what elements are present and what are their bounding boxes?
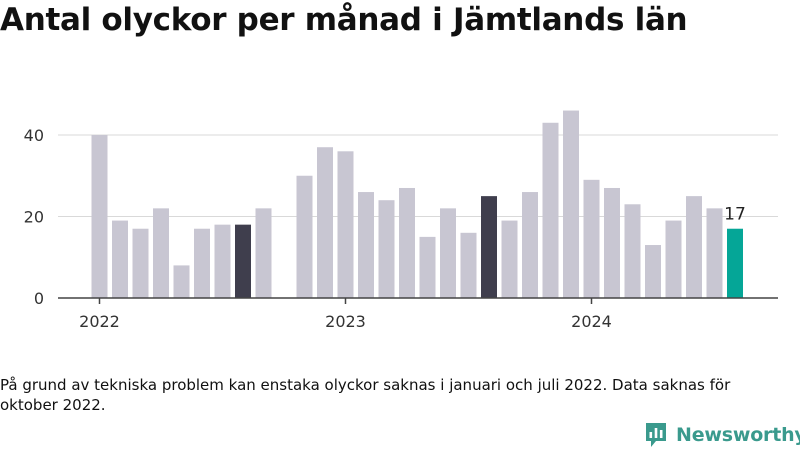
bar — [296, 175, 313, 298]
bar — [378, 200, 395, 298]
x-tick-label: 2024 — [571, 312, 612, 331]
bar — [399, 187, 415, 298]
bar — [235, 224, 251, 298]
bar — [604, 187, 620, 298]
bar — [419, 236, 436, 298]
bar — [173, 265, 190, 298]
bars — [91, 110, 743, 299]
y-tick-label: 20 — [24, 208, 44, 227]
bar-chart: 0 20 40 2022 2023 2024 17 — [24, 110, 778, 331]
newsworthy-logo-icon — [646, 423, 666, 447]
brand-logo[interactable]: Newsworthy — [644, 420, 800, 450]
bar — [542, 122, 559, 299]
footnote: På grund av tekniska problem kan enstaka… — [0, 376, 731, 414]
bar — [91, 135, 108, 298]
bar — [624, 204, 641, 298]
bar — [727, 228, 743, 298]
y-tick-label: 0 — [34, 289, 44, 308]
bar — [706, 208, 723, 298]
bar — [358, 192, 374, 298]
x-tick-label: 2023 — [325, 312, 366, 331]
bar — [194, 228, 210, 298]
bar — [112, 220, 128, 298]
bar — [481, 196, 497, 298]
bar — [255, 208, 272, 298]
axis-labels: 0 20 40 2022 2023 2024 17 — [24, 126, 746, 331]
bar — [440, 208, 456, 298]
x-axis — [58, 297, 778, 304]
bar — [460, 232, 477, 298]
brand-name: Newsworthy — [676, 424, 800, 446]
bar — [337, 151, 354, 298]
bar — [501, 220, 518, 298]
chart-title: Antal olyckor per månad i Jämtlands län — [0, 2, 688, 38]
bar — [132, 228, 149, 298]
bar — [665, 220, 682, 298]
bar — [317, 147, 333, 298]
y-tick-label: 40 — [24, 126, 44, 145]
data-label: 17 — [724, 205, 746, 225]
bar — [645, 245, 661, 298]
gridlines — [58, 134, 778, 217]
bar — [686, 196, 702, 298]
bar — [214, 224, 231, 298]
bar — [583, 179, 600, 298]
x-tick-label: 2022 — [79, 312, 120, 331]
bar — [563, 110, 579, 298]
bar — [522, 192, 538, 298]
bar — [153, 208, 169, 298]
